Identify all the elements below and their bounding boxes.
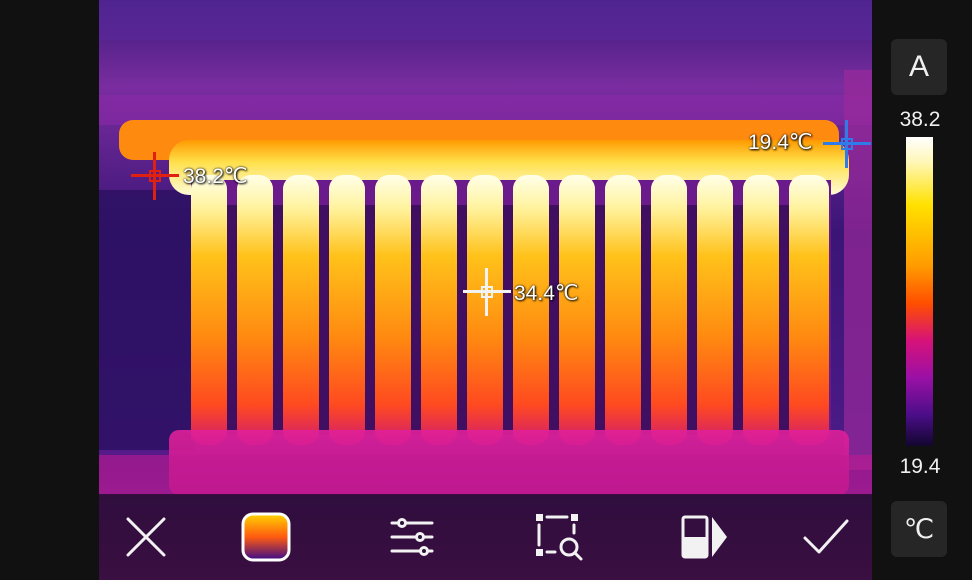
settings-sliders-icon: [390, 518, 434, 556]
image-mode-icon: [681, 515, 727, 559]
close-icon: [126, 517, 166, 557]
measure-tools-button[interactable]: [531, 509, 587, 565]
settings-button[interactable]: [384, 509, 440, 565]
max-marker-crosshair-v: [153, 152, 156, 200]
scale-max-label: 38.2: [899, 108, 941, 131]
thermal-image-view[interactable]: 38.2℃ 34.4℃ 19.4℃: [99, 0, 872, 580]
center-temp-label: 34.4℃: [514, 282, 579, 305]
image-mode-button[interactable]: [677, 509, 733, 565]
close-button[interactable]: [118, 509, 174, 565]
min-marker-crosshair-v: [845, 120, 848, 168]
min-temp-marker: [823, 120, 871, 168]
color-scale-bar: [906, 137, 933, 446]
left-black-border: [0, 0, 99, 580]
temperature-unit-button[interactable]: ℃: [891, 501, 947, 557]
max-marker-box: [149, 170, 161, 182]
center-marker-box: [481, 286, 493, 298]
min-temp-label: 19.4℃: [748, 131, 813, 154]
confirm-button[interactable]: [798, 509, 854, 565]
max-temp-label: 38.2℃: [183, 165, 248, 188]
center-marker-crosshair-v: [485, 268, 488, 316]
palette-button[interactable]: [238, 509, 294, 565]
measure-tools-icon: [536, 514, 583, 561]
bottom-toolbar: [99, 494, 872, 580]
thermal-scene: [99, 0, 872, 580]
measurement-mode-button[interactable]: A: [891, 39, 947, 95]
center-temp-marker: [463, 268, 511, 316]
min-marker-box: [841, 138, 853, 150]
max-temp-marker: [131, 152, 179, 200]
scale-min-label: 19.4: [899, 455, 941, 478]
confirm-check-icon: [803, 519, 849, 554]
palette-icon: [241, 512, 291, 562]
